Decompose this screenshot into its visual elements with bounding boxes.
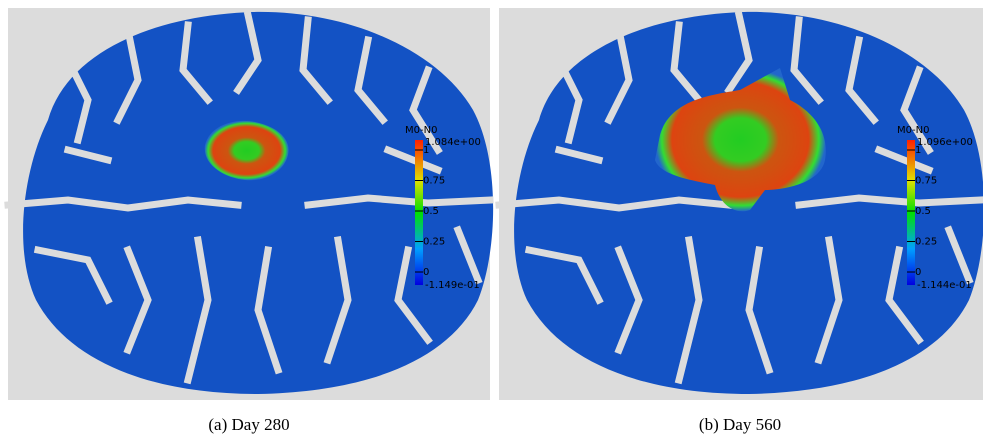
colorbar: [415, 140, 423, 285]
colorbar-tick-label: 0: [915, 267, 921, 278]
colorbar-tick-label: 0.5: [423, 206, 439, 217]
colorbar-tick-label: 0.25: [915, 237, 937, 248]
colorbar-tick-label: 1: [423, 145, 429, 156]
caption: (b) Day 560: [699, 415, 781, 434]
colorbar-tick-label: 0.25: [423, 237, 445, 248]
colorbar-tick-label: 1: [915, 145, 921, 156]
colorbar-title: M0-N0: [897, 125, 929, 136]
colorbar-min-label: -1.149e-01: [425, 280, 480, 291]
colorbar-title: M0-N0: [405, 125, 437, 136]
colorbar-tick-label: 0.75: [423, 176, 445, 187]
colorbar-max-label: 1.096e+00: [917, 137, 973, 148]
colorbar-tick-label: 0: [423, 267, 429, 278]
colorbar-tick-label: 0.5: [915, 206, 931, 217]
colorbar-min-label: -1.144e-01: [917, 280, 972, 291]
colorbar-tick-label: 0.75: [915, 176, 937, 187]
colorbar: [907, 140, 915, 285]
figure: (a) Day 280 (b) Day 560 M0-N01.084e+00-1…: [0, 0, 983, 445]
colorbar-max-label: 1.084e+00: [425, 137, 481, 148]
caption: (a) Day 280: [208, 415, 289, 434]
